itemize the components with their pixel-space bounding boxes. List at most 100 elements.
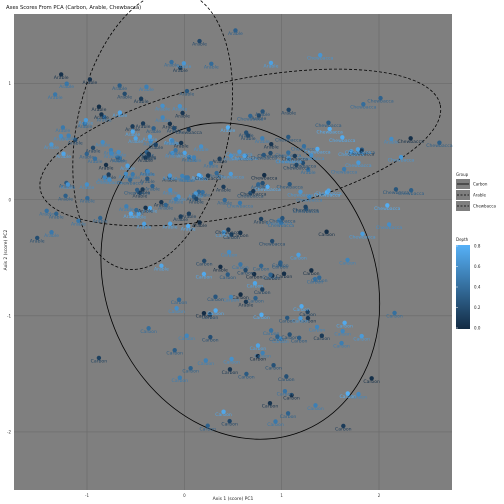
data-point (140, 187, 145, 192)
point-label: Arable (49, 214, 64, 220)
point-label: Chewbacca (231, 156, 257, 162)
point-label: Arable (140, 172, 155, 178)
data-point (85, 195, 90, 201)
data-point (167, 173, 173, 178)
data-point (307, 194, 312, 199)
data-point (136, 211, 141, 216)
data-point (238, 230, 243, 235)
point-label: Arable (264, 145, 279, 151)
point-label: Carbon (300, 319, 317, 325)
point-label: Chewbacca (282, 156, 308, 162)
data-point (130, 129, 135, 134)
data-point (177, 375, 183, 380)
point-label: Carbon (182, 369, 199, 375)
point-label: Arable (30, 238, 45, 244)
data-point (128, 211, 134, 216)
data-point (197, 220, 202, 225)
point-label: Arable (204, 164, 219, 170)
point-label: Arable (228, 31, 243, 37)
data-point (287, 332, 292, 337)
point-label: Carbon (232, 265, 249, 271)
point-label: Carbon (246, 275, 263, 281)
data-point (251, 188, 256, 194)
point-label: Arable (136, 124, 151, 130)
data-point (260, 180, 265, 186)
point-label: Carbon (281, 335, 298, 341)
point-label: Arable (143, 142, 158, 148)
data-point (102, 175, 107, 180)
point-label: Chewbacca (237, 116, 263, 122)
data-point (146, 326, 151, 331)
data-point (214, 170, 219, 176)
point-label: Arable (162, 178, 177, 184)
data-point (287, 181, 292, 187)
data-points: ArableArableArableArableArableArableArab… (30, 28, 453, 432)
data-point (130, 124, 135, 129)
data-point (393, 187, 399, 192)
point-label: Arable (97, 118, 112, 124)
point-label: Chewbacca (315, 123, 341, 129)
point-label: Carbon (272, 263, 289, 269)
data-point (437, 140, 442, 145)
point-label: Carbon (277, 392, 294, 398)
data-point (305, 309, 310, 314)
data-point (134, 187, 140, 193)
data-point (160, 103, 165, 109)
point-label: Carbon (232, 233, 249, 239)
data-point (260, 287, 265, 292)
point-label: Carbon (178, 336, 195, 342)
data-point (398, 154, 404, 160)
point-label: Carbon (168, 309, 185, 315)
point-label: Chewbacca (376, 225, 402, 231)
point-label: Arable (217, 201, 232, 207)
data-point (361, 102, 366, 107)
point-label: Chewbacca (291, 147, 317, 153)
data-point (259, 312, 264, 317)
point-label: Carbon (269, 337, 286, 343)
point-label: Arable (94, 115, 109, 121)
point-label: Carbon (350, 395, 367, 401)
point-label: Arable (192, 223, 207, 229)
point-label: Carbon (262, 275, 279, 281)
point-label: Arable (71, 221, 86, 227)
data-point (244, 371, 249, 377)
point-label: Arable (44, 233, 59, 239)
data-point (103, 162, 109, 168)
data-point (186, 211, 192, 216)
data-point (96, 355, 102, 361)
data-point (178, 140, 184, 146)
point-label: Carbon (263, 331, 280, 337)
point-label: Carbon (202, 315, 219, 321)
x-tick-label: 2 (378, 493, 381, 498)
data-point (147, 134, 153, 139)
point-label: Arable (238, 156, 253, 162)
point-label: Arable (158, 205, 173, 211)
data-point (286, 150, 291, 155)
point-label: Carbon (202, 338, 219, 344)
point-label: Arable (209, 174, 224, 180)
data-point (218, 264, 223, 270)
data-point (169, 59, 174, 65)
point-label: Chewbacca (398, 139, 424, 145)
data-point (268, 272, 273, 277)
point-label: Arable (88, 159, 103, 165)
data-point (193, 191, 198, 196)
point-label: Chewbacca (215, 230, 241, 236)
point-label: Carbon (219, 275, 236, 281)
data-point (238, 262, 243, 267)
data-point (52, 92, 58, 97)
data-point (280, 215, 285, 221)
point-label: Chewbacca (350, 105, 376, 111)
point-label: Arable (163, 176, 178, 182)
data-point (349, 149, 354, 154)
data-point (305, 315, 311, 321)
data-point (392, 310, 397, 316)
data-point (227, 367, 233, 372)
x-axis-title: Axis 1 (score) PC1 (213, 496, 254, 502)
color-bar-label: 0.0 (474, 326, 481, 331)
data-point (183, 175, 189, 180)
point-label: Arable (143, 209, 158, 215)
data-point (209, 61, 214, 66)
data-point (359, 148, 364, 154)
point-label: Carbon (232, 295, 249, 301)
